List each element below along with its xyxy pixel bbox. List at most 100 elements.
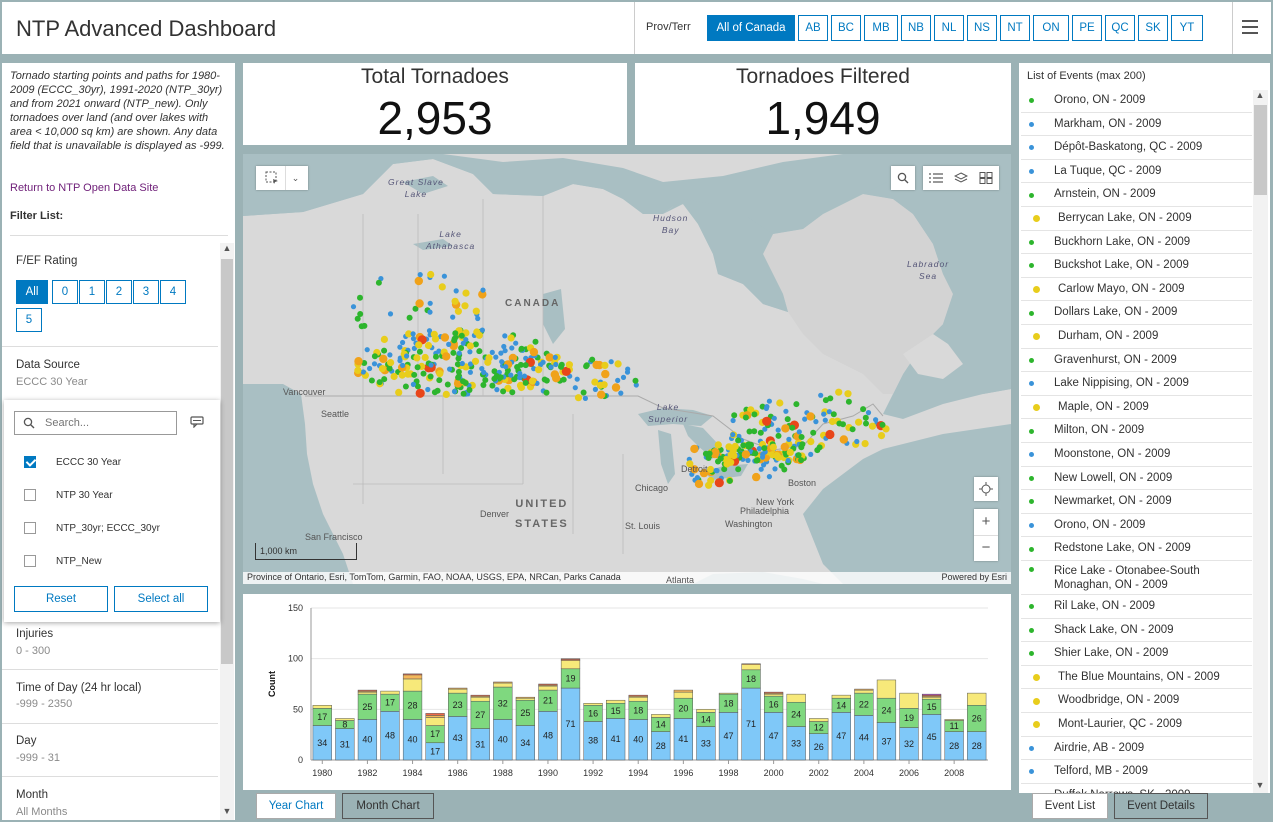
bar-segment[interactable] xyxy=(583,703,603,706)
tornado-point[interactable] xyxy=(354,366,362,374)
tornado-point[interactable] xyxy=(860,406,867,413)
tornado-point[interactable] xyxy=(762,416,772,426)
bar-segment[interactable] xyxy=(876,679,897,699)
tornado-point[interactable] xyxy=(386,365,393,372)
tornado-point[interactable] xyxy=(447,366,453,372)
tornado-point[interactable] xyxy=(572,385,578,391)
tornado-point[interactable] xyxy=(715,458,721,465)
prov-button-nl[interactable]: NL xyxy=(934,15,964,41)
tornado-point[interactable] xyxy=(855,418,863,426)
tornado-point[interactable] xyxy=(601,369,610,379)
bar-segment[interactable] xyxy=(560,658,581,660)
tornado-point[interactable] xyxy=(517,374,523,381)
scroll-up-icon[interactable]: ▲ xyxy=(1255,90,1265,100)
bar-segment[interactable] xyxy=(493,681,513,684)
tornado-point[interactable] xyxy=(742,414,749,421)
bar-segment[interactable] xyxy=(741,664,761,671)
tornado-point[interactable] xyxy=(758,466,764,472)
tornado-point[interactable] xyxy=(745,457,751,463)
tornado-point[interactable] xyxy=(711,448,720,457)
tornado-point[interactable] xyxy=(493,354,499,360)
tornado-point[interactable] xyxy=(502,333,508,339)
tornado-point[interactable] xyxy=(694,475,700,481)
tornado-point[interactable] xyxy=(706,450,713,457)
tornado-point[interactable] xyxy=(410,331,416,337)
event-list-item[interactable]: Telford, MB - 2009 xyxy=(1021,760,1252,784)
tornado-point[interactable] xyxy=(844,390,852,398)
month-title[interactable]: Month xyxy=(16,789,48,801)
event-list-item[interactable]: Orono, ON - 2009 xyxy=(1021,514,1252,538)
tornado-point[interactable] xyxy=(434,387,441,394)
tornado-point[interactable] xyxy=(390,372,398,381)
filter-options-icon[interactable] xyxy=(190,416,204,428)
event-list-item[interactable]: Maple, ON - 2009 xyxy=(1021,396,1252,420)
tornado-point[interactable] xyxy=(798,444,805,451)
tornado-point[interactable] xyxy=(444,381,451,388)
tornado-point[interactable] xyxy=(632,377,639,384)
tornado-point[interactable] xyxy=(713,467,719,474)
tornado-point[interactable] xyxy=(807,438,815,446)
tornado-point[interactable] xyxy=(387,311,394,317)
tornado-point[interactable] xyxy=(558,363,564,370)
tornado-point[interactable] xyxy=(830,411,837,418)
tornado-point[interactable] xyxy=(780,442,789,452)
tornado-point[interactable] xyxy=(460,390,467,397)
tornado-point[interactable] xyxy=(601,361,609,369)
tornado-point[interactable] xyxy=(481,369,487,375)
tornado-point[interactable] xyxy=(368,377,375,384)
tornado-point[interactable] xyxy=(620,374,627,380)
tornado-point[interactable] xyxy=(784,416,791,423)
tornado-point[interactable] xyxy=(509,389,516,396)
fef-button-all[interactable]: All xyxy=(16,280,48,304)
event-list-item[interactable]: The Blue Mountains, ON - 2009 xyxy=(1021,666,1252,690)
event-list-item[interactable]: Arnstein, ON - 2009 xyxy=(1021,183,1252,207)
data-source-title[interactable]: Data Source xyxy=(16,359,80,371)
tornado-point[interactable] xyxy=(574,376,580,382)
tornado-point[interactable] xyxy=(618,390,624,396)
tornado-point[interactable] xyxy=(552,354,558,360)
event-list-item[interactable]: Duffek Narrows, SK - 2009 xyxy=(1021,784,1252,793)
tornado-point[interactable] xyxy=(517,361,524,368)
bar-segment[interactable] xyxy=(718,692,739,695)
event-list-item[interactable]: Mont-Laurier, QC - 2009 xyxy=(1021,713,1252,737)
bar-segment[interactable] xyxy=(786,693,806,703)
tornado-point[interactable] xyxy=(735,437,742,444)
event-list-item[interactable]: Durham, ON - 2009 xyxy=(1021,325,1252,349)
tornado-point[interactable] xyxy=(357,294,363,301)
selection-tool[interactable]: ⌄ xyxy=(256,166,308,190)
tornado-point[interactable] xyxy=(415,299,424,308)
fef-button-2[interactable]: 2 xyxy=(106,280,132,304)
tornado-point[interactable] xyxy=(446,341,452,347)
prov-button-on[interactable]: ON xyxy=(1033,15,1069,41)
tornado-point[interactable] xyxy=(786,436,792,442)
tornado-point[interactable] xyxy=(475,315,481,322)
tornado-point[interactable] xyxy=(775,427,781,433)
tornado-point[interactable] xyxy=(430,330,438,338)
tornado-point[interactable] xyxy=(518,345,525,352)
tornado-point[interactable] xyxy=(467,349,473,355)
fef-button-5[interactable]: 5 xyxy=(16,308,42,332)
tornado-point[interactable] xyxy=(596,381,604,389)
bar-segment[interactable] xyxy=(380,690,400,695)
tornado-point[interactable] xyxy=(818,392,824,398)
bar-segment[interactable] xyxy=(515,696,535,699)
tornado-point[interactable] xyxy=(451,388,458,395)
tornado-point[interactable] xyxy=(466,387,473,393)
tornado-point[interactable] xyxy=(633,382,639,388)
event-list-item[interactable]: Shier Lake, ON - 2009 xyxy=(1021,642,1252,666)
tornado-point[interactable] xyxy=(471,357,480,365)
tornado-point[interactable] xyxy=(705,481,713,489)
tornado-point[interactable] xyxy=(753,457,760,464)
tornado-point[interactable] xyxy=(453,288,459,294)
tornado-point[interactable] xyxy=(552,374,561,383)
tornado-point[interactable] xyxy=(543,377,550,384)
tornado-point[interactable] xyxy=(387,352,393,358)
tornado-point[interactable] xyxy=(813,419,819,425)
tornado-point[interactable] xyxy=(360,369,366,375)
tornado-point[interactable] xyxy=(597,390,606,399)
data-source-option[interactable]: NTP_30yr; ECCC_30yr xyxy=(24,520,160,536)
tornado-point[interactable] xyxy=(690,444,699,454)
tornado-point[interactable] xyxy=(463,337,469,343)
tornado-point[interactable] xyxy=(455,368,462,375)
tornado-point[interactable] xyxy=(802,416,808,422)
